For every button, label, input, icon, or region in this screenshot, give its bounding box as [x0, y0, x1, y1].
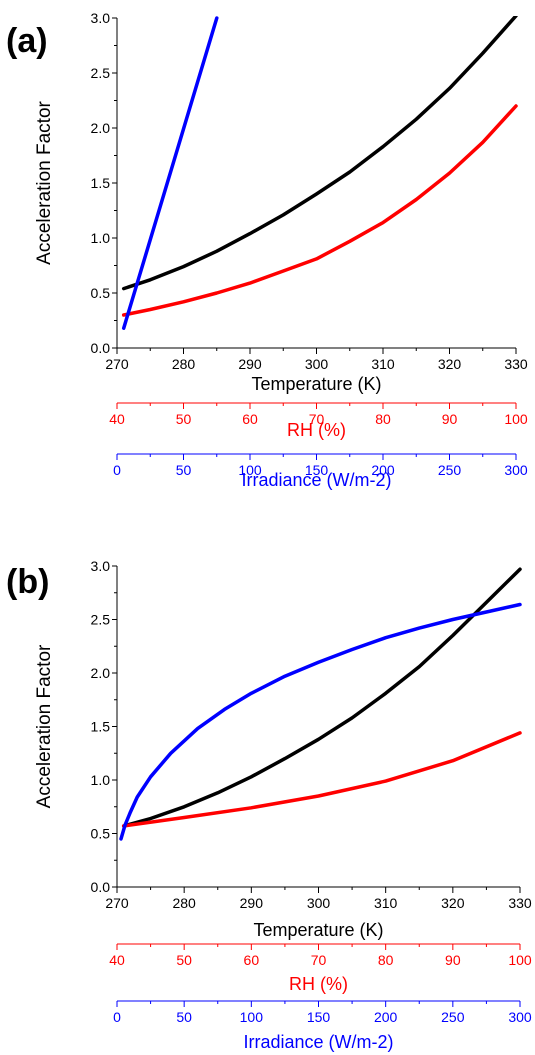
y-tick-label: 2.5: [91, 65, 111, 81]
x-tick-label: 60: [244, 952, 260, 968]
x-tick-label: 0: [113, 1009, 121, 1025]
x-tick-label: 250: [438, 462, 462, 478]
y-tick-label: 0.5: [91, 285, 111, 301]
x-tick-label: 150: [307, 1009, 331, 1025]
x-tick-label: 330: [504, 356, 528, 372]
x-axis-label: Temperature (K): [253, 920, 383, 940]
x-tick-label: 320: [441, 895, 465, 911]
x-tick-label: 290: [240, 895, 264, 911]
y-tick-label: 1.5: [91, 175, 111, 191]
x-axis-label: RH (%): [287, 420, 346, 440]
x-tick-label: 50: [176, 462, 192, 478]
x-tick-label: 80: [375, 411, 391, 427]
x-tick-label: 200: [371, 462, 395, 478]
panel-label: (b): [6, 563, 49, 601]
x-tick-label: 0: [113, 462, 121, 478]
x-tick-label: 100: [504, 411, 528, 427]
series-line: [121, 567, 522, 828]
x-tick-label: 100: [238, 462, 262, 478]
x-tick-label: 80: [378, 952, 394, 968]
x-tick-label: 50: [176, 952, 192, 968]
series-line: [121, 731, 522, 828]
x-tick-label: 90: [442, 411, 458, 427]
y-tick-label: 1.0: [91, 230, 111, 246]
x-tick-label: 200: [374, 1009, 398, 1025]
x-tick-label: 40: [109, 411, 125, 427]
x-tick-label: 270: [105, 356, 129, 372]
series-line: [119, 602, 522, 841]
y-tick-label: 1.0: [91, 772, 111, 788]
panel-label: (a): [6, 22, 48, 60]
x-tick-label: 280: [172, 356, 196, 372]
x-tick-label: 310: [374, 895, 398, 911]
x-tick-label: 70: [311, 952, 327, 968]
x-axis-label: Temperature (K): [251, 374, 381, 394]
y-tick-label: 0.0: [91, 879, 111, 895]
y-tick-label: 1.5: [91, 719, 111, 735]
x-tick-label: 90: [445, 952, 461, 968]
series-line: [121, 104, 518, 317]
series-line: [121, 16, 219, 330]
series-group: [119, 567, 522, 841]
y-tick-label: 3.0: [91, 10, 111, 26]
y-tick-label: 0.0: [91, 340, 111, 356]
x-axis-label: RH (%): [289, 974, 348, 994]
series-line: [121, 16, 518, 291]
x-tick-label: 320: [438, 356, 462, 372]
y-tick-label: 2.5: [91, 612, 111, 628]
x-tick-label: 100: [240, 1009, 264, 1025]
x-tick-label: 300: [508, 1009, 532, 1025]
y-tick-label: 3.0: [91, 558, 111, 574]
x-tick-label: 40: [109, 952, 125, 968]
x-tick-label: 310: [371, 356, 395, 372]
x-tick-label: 250: [441, 1009, 465, 1025]
x-tick-label: 280: [172, 895, 196, 911]
x-axis-label: Irradiance (W/m-2): [241, 470, 391, 490]
x-tick-label: 290: [238, 356, 262, 372]
chart-panel-1: (b) 0.0 0.5 1.0 1.5 2.0 2.5 3.0 Acceleration Fac…: [6, 558, 532, 1052]
y-axis-label: Acceleration Factor: [34, 100, 55, 264]
x-tick-label: 60: [242, 411, 258, 427]
series-group: [121, 16, 518, 330]
x-tick-label: 70: [309, 411, 325, 427]
y-tick-label: 0.5: [91, 826, 111, 842]
y-axis-label: Acceleration Factor: [34, 644, 55, 808]
x-tick-label: 50: [176, 411, 192, 427]
y-tick-label: 2.0: [91, 120, 111, 136]
x-tick-label: 300: [305, 356, 329, 372]
x-tick-label: 300: [504, 462, 528, 478]
y-tick-label: 2.0: [91, 665, 111, 681]
x-tick-label: 330: [508, 895, 532, 911]
x-tick-label: 150: [305, 462, 329, 478]
x-axis-label: Irradiance (W/m-2): [243, 1032, 393, 1052]
x-tick-label: 270: [105, 895, 129, 911]
x-tick-label: 300: [307, 895, 331, 911]
chart-panel-0: (a) 0.0 0.5 1.0 1.5 2.0 2.5 3.0 Acceleration Fac…: [6, 10, 528, 490]
x-tick-label: 100: [508, 952, 532, 968]
x-tick-label: 50: [176, 1009, 192, 1025]
